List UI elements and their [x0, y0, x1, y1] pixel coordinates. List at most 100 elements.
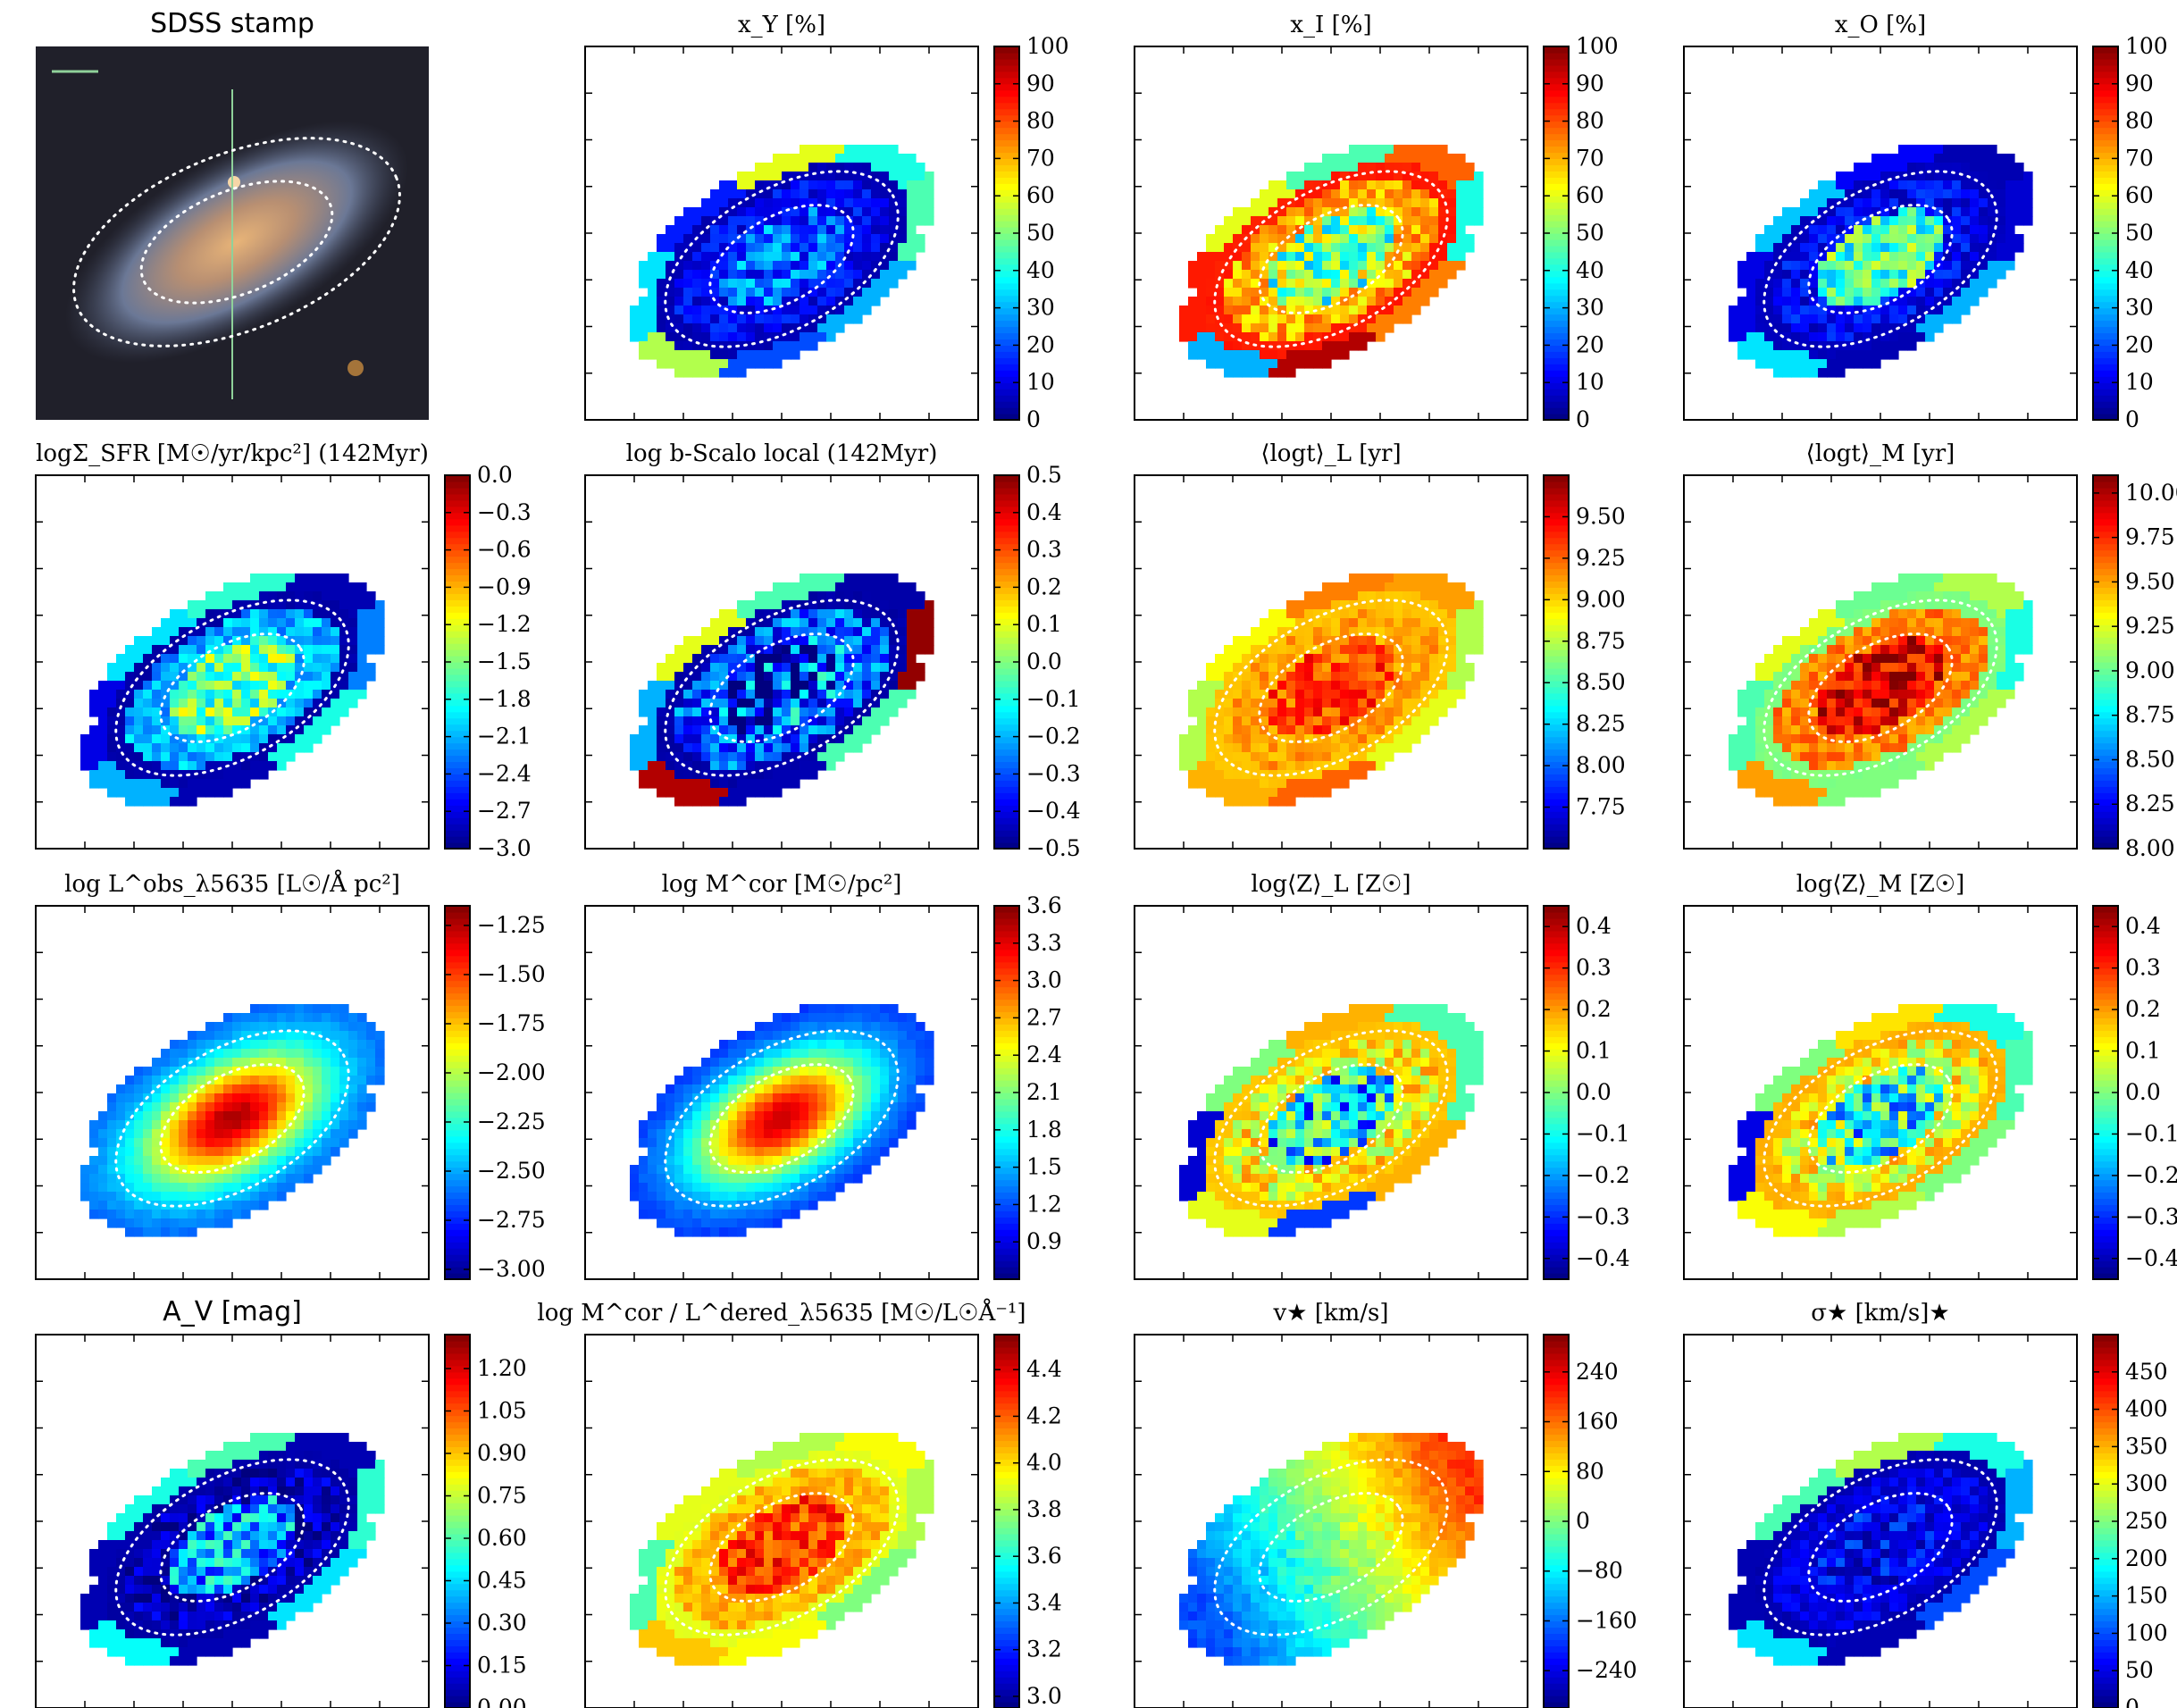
map-pixel [1845, 261, 1855, 271]
map-pixel [1934, 216, 1944, 226]
map-pixel [277, 725, 287, 735]
map-pixel [304, 636, 314, 646]
map-pixel [880, 645, 890, 655]
map-pixel [1411, 734, 1421, 744]
map-pixel [2005, 690, 2015, 699]
map-pixel [826, 145, 836, 155]
map-pixel [1836, 681, 1846, 691]
map-pixel [1269, 618, 1278, 628]
map-pixel [1295, 297, 1305, 306]
map-pixel [1358, 663, 1368, 673]
map-pixel [808, 672, 818, 682]
map-pixel [1970, 636, 1980, 646]
map-pixel [1313, 163, 1323, 172]
map-pixel [808, 582, 818, 592]
map-pixel [1322, 216, 1332, 226]
map-pixel [1871, 591, 1881, 601]
map-pixel [241, 743, 251, 753]
map-pixel [1188, 725, 1198, 735]
map-pixel [657, 306, 666, 315]
map-pixel [1251, 350, 1260, 360]
map-pixel [773, 279, 783, 289]
map-pixel [862, 618, 872, 628]
map-pixel [1224, 270, 1234, 280]
map-pixel [916, 180, 925, 190]
map-pixel [1889, 707, 1899, 717]
map-pixel [1737, 332, 1747, 342]
map-pixel [1438, 600, 1448, 610]
colorbar-tick-label: −2.7 [477, 798, 532, 824]
map-pixel [916, 591, 925, 601]
map-pixel [728, 288, 738, 297]
map-pixel [304, 672, 314, 682]
colorbar-tick-label: 20 [1576, 331, 1604, 357]
map-pixel [1322, 252, 1332, 262]
map-pixel [1340, 252, 1350, 262]
map-pixel [1313, 172, 1323, 181]
colorbar-tick-label: −0.6 [477, 537, 532, 563]
map-pixel [773, 288, 783, 297]
map-pixel [907, 609, 917, 619]
map-pixel [782, 725, 791, 735]
map-pixel [1854, 216, 1863, 226]
map-pixel [826, 582, 836, 592]
map-pixel [1800, 627, 1810, 637]
map-pixel [1331, 591, 1341, 601]
map-pixel [862, 672, 872, 682]
map-pixel [764, 243, 774, 253]
map-pixel [143, 725, 153, 735]
map-pixel [657, 699, 666, 708]
map-pixel [826, 574, 836, 583]
map-pixel [1925, 225, 1935, 235]
map-pixel [214, 681, 224, 691]
colorbar-segment [1544, 712, 1569, 719]
map-pixel [80, 734, 90, 744]
map-pixel [1242, 288, 1252, 297]
map-pixel [862, 591, 872, 601]
map-pixel [755, 323, 765, 333]
colorbar-segment [445, 811, 470, 818]
map-pixel [755, 297, 765, 306]
map-pixel [223, 654, 233, 664]
map-pixel [701, 216, 711, 226]
map-pixel [1331, 627, 1341, 637]
colorbar-segment [445, 550, 470, 557]
map-pixel [1251, 752, 1260, 762]
map-pixel [791, 591, 800, 601]
map-pixel [170, 761, 180, 771]
map-pixel [1952, 591, 1962, 601]
map-pixel [98, 690, 108, 699]
map-pixel [1854, 252, 1863, 262]
map-pixel [161, 663, 171, 673]
map-pixel [1961, 636, 1971, 646]
colorbar-segment [1544, 681, 1569, 688]
map-pixel [1845, 207, 1855, 217]
map-pixel [152, 725, 162, 735]
map-pixel [1871, 627, 1881, 637]
map-pixel [1474, 172, 1484, 181]
map-pixel [188, 752, 197, 762]
map-pixel [1188, 690, 1198, 699]
map-pixel [1943, 252, 1953, 262]
map-pixel [1385, 627, 1394, 637]
map-pixel [1385, 743, 1394, 753]
map-pixel [1269, 261, 1278, 271]
colorbar-tick-label: 80 [1576, 108, 1604, 134]
map-pixel [1456, 261, 1466, 271]
map-pixel [1331, 770, 1341, 780]
map-pixel [313, 609, 322, 619]
colorbar-segment [1544, 314, 1569, 322]
map-pixel [1358, 297, 1368, 306]
colorbar-segment [1544, 202, 1569, 209]
colorbar-segment [2093, 277, 2118, 284]
map-pixel [701, 788, 711, 798]
map-pixel [1233, 368, 1243, 378]
map-pixel [755, 216, 765, 226]
map-pixel [1304, 261, 1314, 271]
colorbar-segment [994, 724, 1019, 732]
colorbar-segment [994, 364, 1019, 371]
map-pixel [1429, 154, 1439, 163]
colorbar-segment [994, 103, 1019, 110]
map-pixel [1224, 788, 1234, 798]
map-pixel [1827, 332, 1837, 342]
